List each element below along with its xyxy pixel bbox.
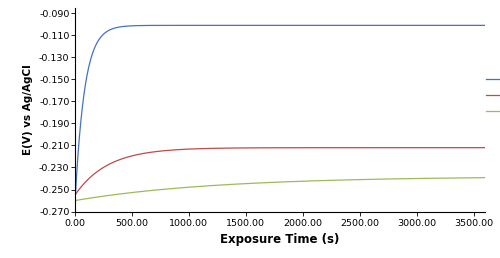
0% NaCl <box>146 24 152 27</box>
6% NaCl <box>318 179 324 182</box>
2% NaCl <box>378 146 384 149</box>
6% NaCl <box>378 178 384 181</box>
6% NaCl <box>228 183 234 186</box>
Line: 0% NaCl: 0% NaCl <box>75 25 485 202</box>
2% NaCl <box>338 146 344 149</box>
Legend: 0% NaCl, 2% NaCl, 6% NaCl: 0% NaCl, 2% NaCl, 6% NaCl <box>482 70 500 121</box>
0% NaCl <box>378 24 384 27</box>
2% NaCl <box>228 147 234 150</box>
0% NaCl <box>482 24 488 27</box>
Line: 6% NaCl: 6% NaCl <box>75 178 485 200</box>
6% NaCl <box>338 179 344 182</box>
0% NaCl <box>318 24 324 27</box>
2% NaCl <box>146 151 152 154</box>
6% NaCl <box>146 189 152 192</box>
2% NaCl <box>482 146 488 149</box>
6% NaCl <box>72 199 78 202</box>
0% NaCl <box>409 24 415 27</box>
2% NaCl <box>409 146 415 149</box>
6% NaCl <box>409 177 415 180</box>
2% NaCl <box>72 194 78 197</box>
0% NaCl <box>228 24 234 27</box>
6% NaCl <box>482 176 488 179</box>
0% NaCl <box>72 200 78 203</box>
X-axis label: Exposure Time (s): Exposure Time (s) <box>220 233 340 246</box>
0% NaCl <box>430 24 436 27</box>
0% NaCl <box>338 24 344 27</box>
2% NaCl <box>318 146 324 149</box>
Y-axis label: E(V) vs Ag/AgCl: E(V) vs Ag/AgCl <box>24 64 34 155</box>
Line: 2% NaCl: 2% NaCl <box>75 148 485 195</box>
